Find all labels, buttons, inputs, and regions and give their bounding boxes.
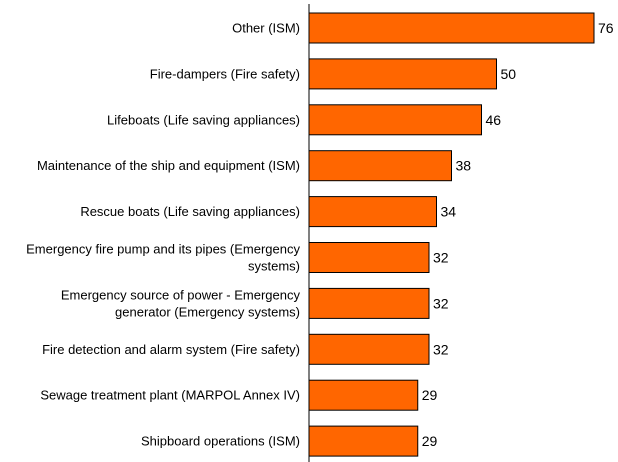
data-label: 34 bbox=[441, 204, 457, 220]
category-label: Shipboard operations (ISM) bbox=[141, 434, 300, 449]
bar bbox=[308, 242, 430, 273]
category-label: Emergency source of power - Emergency bbox=[61, 287, 301, 302]
category-label: Emergency fire pump and its pipes (Emerg… bbox=[26, 242, 300, 257]
category-label: Sewage treatment plant (MARPOL Annex IV) bbox=[40, 388, 300, 403]
bar bbox=[308, 425, 419, 457]
bar bbox=[308, 287, 430, 319]
bar bbox=[308, 196, 437, 228]
data-label: 29 bbox=[422, 433, 438, 449]
bar bbox=[308, 104, 482, 136]
category-label: Other (ISM) bbox=[232, 21, 300, 36]
data-label: 38 bbox=[456, 158, 472, 174]
category-label: Maintenance of the ship and equipment (I… bbox=[37, 158, 300, 173]
plot-area: 76 Other (ISM) 50 Fire-dampers (Fire safety… bbox=[26, 4, 614, 462]
data-label: 32 bbox=[433, 295, 449, 311]
category-label: Rescue boats (Life saving appliances) bbox=[80, 204, 300, 219]
data-label: 50 bbox=[501, 66, 517, 82]
bar bbox=[308, 12, 595, 44]
bar bbox=[308, 333, 430, 365]
category-label: Fire-dampers (Fire safety) bbox=[150, 66, 300, 81]
data-label: 32 bbox=[433, 341, 449, 357]
data-label: 46 bbox=[486, 112, 502, 128]
data-label: 76 bbox=[598, 20, 614, 36]
data-label: 32 bbox=[433, 250, 449, 266]
category-label: generator (Emergency systems) bbox=[115, 304, 300, 319]
category-label: Lifeboats (Life saving appliances) bbox=[107, 112, 300, 127]
bar bbox=[308, 150, 452, 182]
data-label: 29 bbox=[422, 387, 438, 403]
category-label: systems) bbox=[248, 259, 300, 274]
bar bbox=[308, 379, 419, 411]
bar bbox=[308, 58, 497, 90]
category-label: Fire detection and alarm system (Fire sa… bbox=[42, 342, 300, 357]
